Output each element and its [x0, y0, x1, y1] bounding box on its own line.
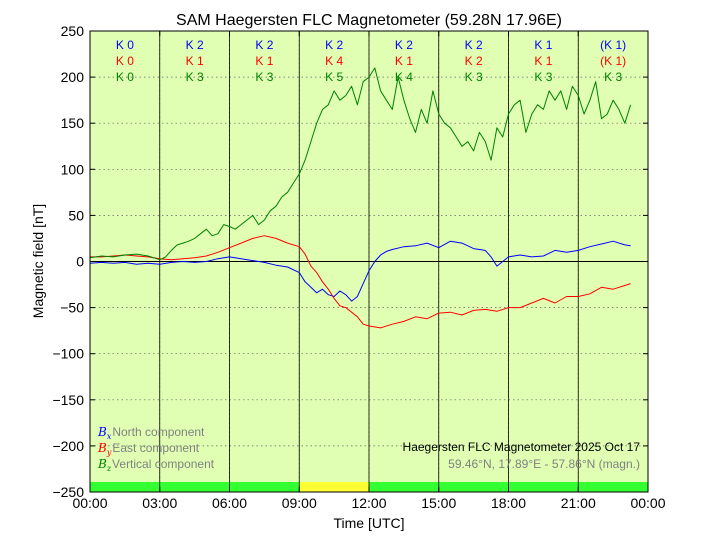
legend-east-label: East component: [112, 441, 199, 455]
k-index-east: K 4: [325, 54, 343, 68]
x-tick-label: 00:00: [72, 495, 107, 511]
k-index-east: K 1: [534, 54, 552, 68]
k-index-vertical: K 3: [534, 70, 552, 84]
legend: BxNorth component ByEast component BzVer…: [97, 425, 215, 473]
x-tick-label: 03:00: [142, 495, 177, 511]
k-index-labels: K 0 K 2 K 2 K 2 K 2 K 2 K 1 (K 1) K 0 K 1 K 1 K 4 K …: [116, 38, 626, 84]
k-index-east: K 1: [186, 54, 204, 68]
axis-ticks: 00:00 03:00 06:00 09:00 12:00 15:00 18:00 21:00…: [52, 23, 665, 511]
k-index-north: K 2: [255, 38, 273, 52]
legend-vertical-label: Vertical component: [112, 457, 215, 471]
status-segment-yellow: [299, 482, 369, 492]
legend-vertical-sub: z: [106, 464, 112, 473]
x-tick-label: 06:00: [212, 495, 247, 511]
y-tick-label: 100: [61, 161, 85, 177]
annotation-line2: 59.46°N, 17.89°E - 57.86°N (magn.): [448, 457, 640, 471]
k-index-vertical: K 3: [604, 70, 622, 84]
x-tick-label: 15:00: [421, 495, 456, 511]
k-index-vertical: K 3: [465, 70, 483, 84]
k-index-north: (K 1): [600, 38, 626, 52]
k-index-east: K 1: [255, 54, 273, 68]
k-index-north: K 1: [534, 38, 552, 52]
x-tick-label: 18:00: [491, 495, 526, 511]
x-tick-label: 09:00: [282, 495, 317, 511]
k-index-vertical: K 0: [116, 70, 134, 84]
annotation-line1: Haegersten FLC Magnetometer 2025 Oct 17: [403, 440, 641, 454]
y-tick-label: −50: [60, 300, 84, 316]
legend-north: BxNorth component: [97, 425, 205, 441]
k-index-east: K 2: [465, 54, 483, 68]
status-segment-green: [90, 482, 300, 492]
y-tick-label: 150: [61, 115, 85, 131]
k-index-vertical: K 3: [186, 70, 204, 84]
k-index-north: K 2: [465, 38, 483, 52]
chart-title: SAM Haegersten FLC Magnetometer (59.28N …: [176, 12, 562, 29]
y-tick-label: −150: [52, 392, 84, 408]
vertical-component-line: [89, 67, 632, 261]
series-lines: [89, 67, 632, 329]
y-tick-label: −100: [52, 346, 84, 362]
legend-north-label: North component: [112, 425, 205, 439]
x-tick-label: 12:00: [351, 495, 386, 511]
y-tick-label: 250: [61, 23, 85, 39]
y-axis-label: Magnetic field [nT]: [30, 204, 46, 318]
legend-vertical: BzVertical component: [97, 457, 215, 473]
x-tick-label: 21:00: [561, 495, 596, 511]
k-index-vertical: K 4: [395, 70, 413, 84]
legend-east-sub: y: [106, 448, 112, 457]
k-index-north: K 0: [116, 38, 134, 52]
x-axis-label: Time [UTC]: [333, 515, 404, 531]
y-tick-label: 200: [61, 69, 85, 85]
y-tick-label: 50: [68, 207, 84, 223]
y-tick-label: 0: [76, 254, 84, 270]
k-index-vertical: K 3: [255, 70, 273, 84]
x-tick-label: 00:00: [630, 495, 665, 511]
k-index-north: K 2: [186, 38, 204, 52]
y-tick-label: −250: [52, 484, 84, 500]
legend-east-symbol: B: [97, 441, 107, 455]
k-index-north: K 2: [395, 38, 413, 52]
legend-vertical-symbol: B: [97, 457, 107, 471]
k-index-vertical: K 5: [325, 70, 343, 84]
north-component-line: [89, 240, 631, 302]
legend-east: ByEast component: [97, 441, 200, 457]
east-component-line: [90, 235, 631, 329]
legend-north-sub: x: [107, 432, 112, 441]
legend-north-symbol: B: [97, 425, 107, 439]
k-index-north: K 2: [325, 38, 343, 52]
y-tick-label: −200: [52, 438, 84, 454]
k-index-east: K 1: [395, 54, 413, 68]
k-index-east: K 0: [116, 54, 134, 68]
k-index-east: (K 1): [600, 54, 626, 68]
